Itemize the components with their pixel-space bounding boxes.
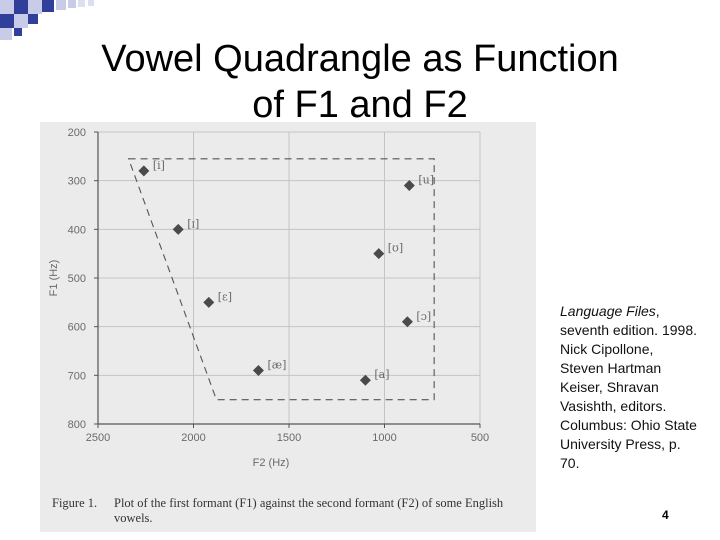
vowel-point [401,316,413,328]
vowel-point [403,180,415,192]
vowel-label: [a] [374,368,389,381]
y-tick-label: 200 [68,127,86,139]
y-tick-label: 400 [68,224,86,236]
vowel-label: [i] [153,159,165,172]
x-tick-label: 500 [471,432,489,444]
slide-title: Vowel Quadrangle as Function of F1 and F… [40,36,680,128]
corner-squares [0,0,94,40]
x-axis-title: F2 (Hz) [253,457,290,469]
citation-details: , seventh edition. 1998. Nick Cipollone,… [560,303,697,471]
figure-caption: Figure 1. Plot of the first formant (F1)… [52,496,532,525]
x-tick-label: 2000 [181,432,205,444]
vowel-label: [ɪ] [187,217,199,230]
vowel-point [203,296,215,308]
title-line-2: of F1 and F2 [252,84,468,126]
y-axis-title: F1 (Hz) [48,260,60,297]
vowel-label: [æ] [267,358,286,371]
y-tick-label: 300 [68,176,86,188]
vowel-point [373,248,385,260]
citation-title: Language Files [560,303,656,319]
y-tick-label: 500 [68,273,86,285]
vowel-label: [ɛ] [218,290,232,303]
y-tick-label: 800 [68,419,86,431]
figure-scan: 200 300 400 500 600 700 800 2500 2000 1500 1000 500… [40,122,536,532]
vowel-label: [u] [418,174,434,187]
corner-decoration [0,0,94,40]
figure-label: Figure 1. [52,496,98,510]
figure-caption-text: Plot of the first formant (F1) against t… [114,496,504,525]
vowel-point [359,374,371,386]
vowel-point [172,223,184,235]
vowel-label: [ɔ] [416,310,431,323]
citation: Language Files, seventh edition. 1998. N… [560,302,700,473]
vowel-point [138,165,150,177]
title-line-1: Vowel Quadrangle as Function [101,38,619,80]
y-tick-label: 700 [68,370,86,382]
page-number: 4 [662,508,669,522]
x-tick-label: 1500 [277,432,301,444]
vowel-label: [ʊ] [388,242,403,255]
x-tick-label: 1000 [372,432,396,444]
x-tick-label: 2500 [86,432,110,444]
vowel-quadrangle [127,158,435,401]
vowel-point [252,364,264,376]
y-tick-label: 600 [68,322,86,334]
